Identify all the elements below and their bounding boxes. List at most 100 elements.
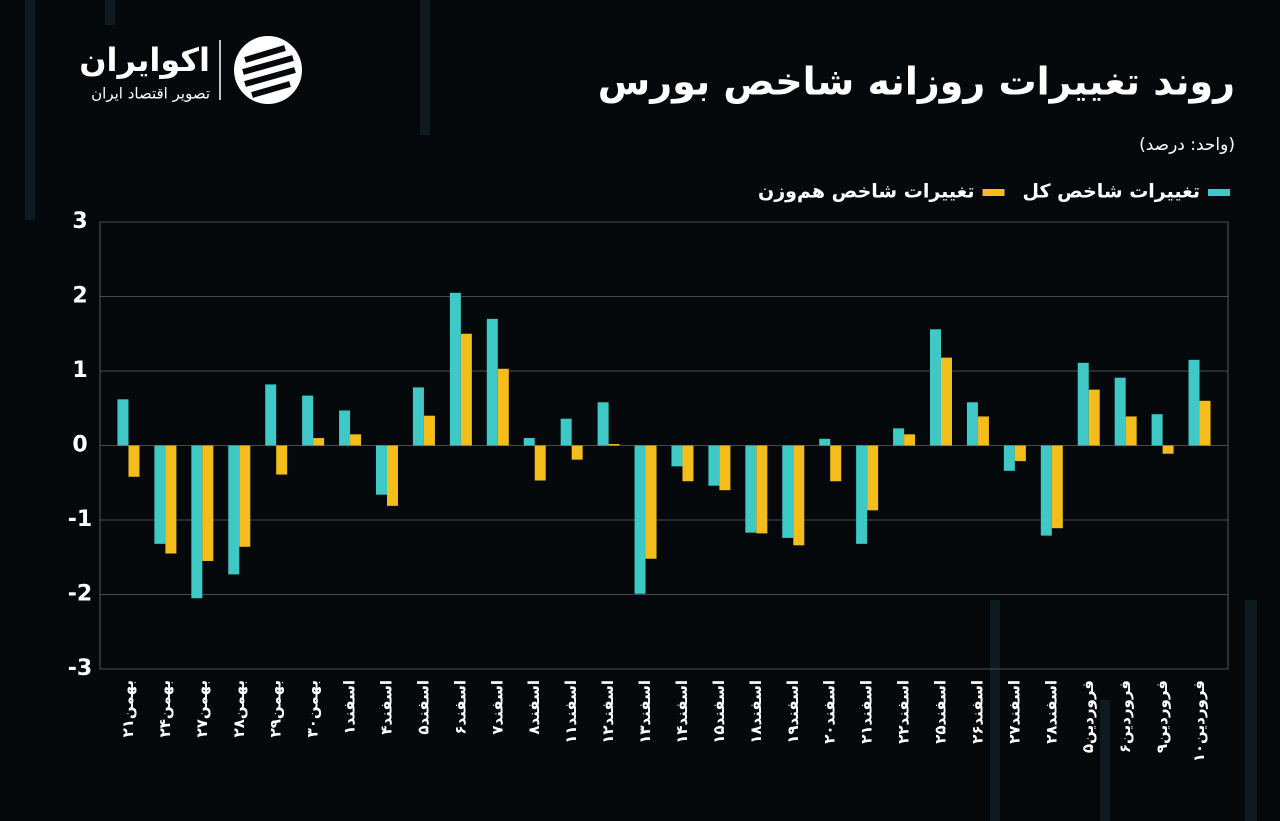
x-tick-label: بهمن۲۹: [267, 680, 285, 737]
y-tick-label: 1: [72, 358, 87, 383]
bar: [1040, 445, 1052, 536]
brand-tagline: تصویر اقتصاد ایران: [91, 85, 210, 103]
bar: [608, 444, 620, 446]
y-tick-label: 2: [72, 284, 87, 309]
x-tick-label: اسفند۵: [414, 680, 432, 735]
bar: [793, 445, 805, 546]
logo: اکوایران تصویر اقتصاد ایران: [79, 36, 302, 104]
legend-label: تغییرات شاخص کل: [1023, 181, 1200, 203]
bar: [228, 445, 240, 575]
x-tick-label: اسفند۴: [378, 680, 396, 735]
y-tick-label: -3: [68, 656, 92, 681]
bar: [276, 445, 288, 475]
x-tick-label: بهمن۳۰: [304, 680, 322, 737]
bar: [1125, 416, 1137, 446]
bar: [682, 445, 694, 482]
x-tick-label: اسفند۱۲: [599, 680, 617, 744]
bar: [1077, 362, 1089, 446]
bar: [1014, 445, 1026, 462]
x-tick-label: اسفند۲۲: [895, 680, 913, 744]
bar: [534, 445, 546, 481]
bar: [128, 445, 140, 477]
bar: [449, 292, 461, 446]
bar: [202, 445, 214, 561]
bar: [571, 445, 583, 460]
bar: [1162, 445, 1174, 454]
x-tick-label: اسفند۲۸: [1042, 680, 1060, 744]
bar: [941, 357, 952, 446]
x-tick-label: بهمن۲۸: [230, 680, 248, 737]
y-tick-label: -2: [68, 582, 92, 607]
bar: [893, 428, 905, 446]
x-tick-label: اسفند۱۴: [673, 680, 691, 744]
x-tick-label: بهمن۲۷: [193, 680, 211, 737]
x-tick-label: فروردین۶: [1116, 680, 1134, 753]
bar: [339, 410, 351, 446]
x-tick-label: فروردین۵: [1079, 680, 1097, 753]
bar: [1188, 359, 1200, 446]
x-tick-label: فروردین۱۰: [1190, 680, 1208, 762]
bar: [1051, 445, 1063, 529]
bar: [265, 384, 277, 446]
bar: [1114, 377, 1126, 446]
y-tick-label: -1: [68, 507, 92, 532]
bar: [376, 445, 387, 495]
bar: [191, 445, 203, 599]
bar: [634, 445, 646, 594]
bar: [560, 418, 572, 446]
bar: [412, 387, 424, 446]
x-tick-label: اسفند۱۹: [784, 680, 802, 744]
bar: [782, 445, 794, 538]
x-tick-label: فروردین۹: [1153, 680, 1171, 753]
bar: [819, 438, 831, 446]
bar: [1151, 414, 1163, 446]
bar: [745, 445, 757, 533]
x-tick-label: اسفند۱۸: [747, 680, 765, 744]
x-tick-label: اسفند۱۳: [636, 680, 654, 744]
x-tick-label: اسفند۸: [525, 680, 543, 735]
bar: [313, 438, 325, 446]
bar: [930, 329, 941, 446]
x-tick-label: اسفند۷: [488, 680, 506, 735]
x-tick-label: بهمن۲۴: [156, 680, 174, 737]
bar: [966, 402, 978, 446]
bar: [1199, 400, 1211, 446]
x-tick-label: اسفند۱۵: [710, 680, 728, 744]
legend-label: تغییرات شاخص هم‌وزن: [758, 181, 975, 203]
legend-swatch: [1208, 189, 1230, 196]
bar: [497, 368, 509, 446]
bar: [867, 445, 879, 511]
bar: [856, 445, 868, 544]
x-tick-label: اسفند۱: [341, 680, 359, 735]
bar: [904, 434, 916, 446]
chart-title: روند تغییرات روزانه شاخص بورس: [598, 60, 1235, 105]
y-tick-label: 0: [72, 433, 87, 458]
y-tick-label: 3: [72, 209, 87, 234]
bar: [154, 445, 166, 544]
bar: [486, 318, 498, 446]
decoration: [25, 0, 1257, 821]
bar: [756, 445, 768, 534]
bar: [708, 445, 720, 486]
bar: [645, 445, 657, 559]
bar: [302, 395, 314, 446]
bar: [1088, 389, 1100, 446]
x-tick-label: اسفند۲۷: [1005, 680, 1023, 744]
x-tick-label: اسفند۲۱: [858, 680, 876, 744]
bar: [117, 399, 129, 446]
x-tick-label: اسفند۶: [451, 680, 469, 735]
legend-swatch: [982, 189, 1005, 196]
bar: [719, 445, 731, 491]
x-tick-label: اسفند۱۱: [562, 680, 580, 744]
bar: [597, 402, 609, 446]
bar: [460, 333, 472, 446]
bar: [1003, 445, 1015, 471]
bar: [523, 438, 535, 446]
bar: [671, 445, 683, 467]
bar: [423, 415, 435, 446]
x-tick-label: اسفند۲۰: [821, 680, 839, 744]
bar: [977, 416, 989, 446]
x-tick-label: اسفند۲۵: [932, 680, 950, 744]
chart-subtitle: (واحد: درصد): [1139, 135, 1235, 155]
